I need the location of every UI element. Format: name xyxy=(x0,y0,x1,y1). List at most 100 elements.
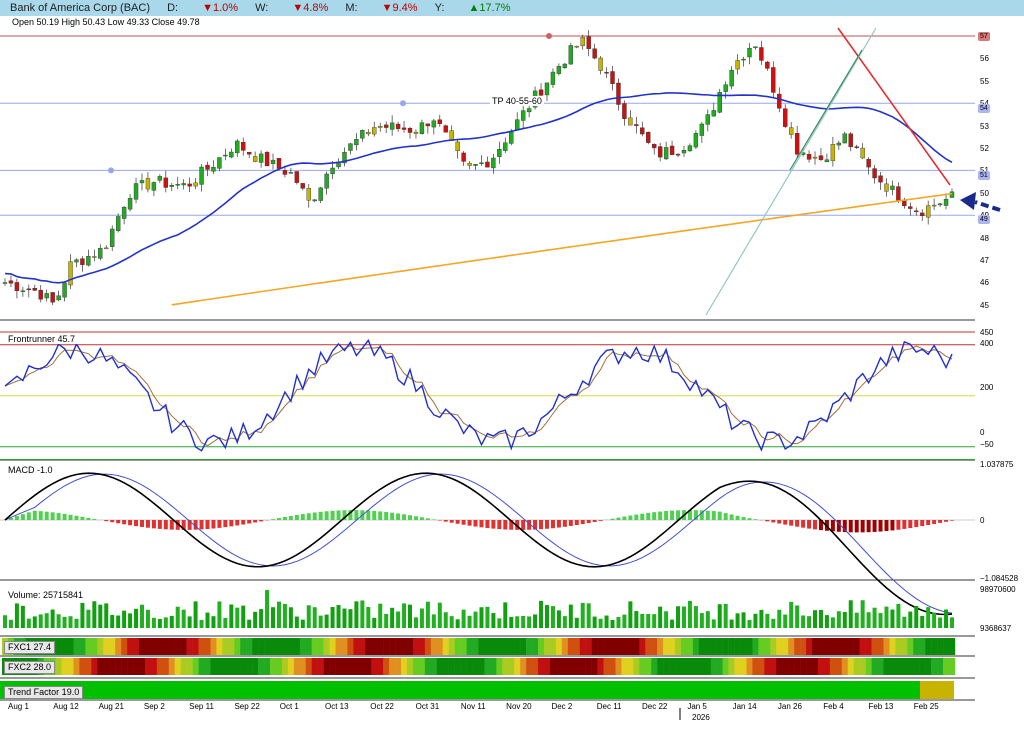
price-tick: 51 xyxy=(980,166,989,175)
candle-body xyxy=(74,259,79,263)
week-change: ▼4.8% xyxy=(292,2,329,14)
volume-bar xyxy=(616,617,621,628)
candle-body xyxy=(854,146,859,148)
fxc1-cell xyxy=(943,638,950,655)
fxc1-cell xyxy=(812,638,819,655)
volume-bar xyxy=(795,605,800,628)
fxc2-cell xyxy=(133,658,140,675)
fxc1-cell xyxy=(508,638,515,655)
fxc2-cell xyxy=(287,658,295,675)
candle-body xyxy=(139,180,145,184)
macd-histogram-bar xyxy=(580,520,585,525)
volume-bar xyxy=(687,600,692,628)
candle-body xyxy=(44,293,49,299)
fxc2-cell xyxy=(520,658,527,675)
candle-body xyxy=(455,141,460,152)
fxc1-cell xyxy=(311,638,318,655)
macd-histogram-bar xyxy=(735,515,740,520)
volume-bar xyxy=(544,605,549,628)
fxc2-cell xyxy=(639,658,646,675)
candle-body xyxy=(98,247,103,259)
volume-bar xyxy=(860,600,865,628)
candle-body xyxy=(753,46,758,48)
fxc1-cell xyxy=(287,638,295,655)
volume-bar xyxy=(902,616,907,628)
volume-bar xyxy=(211,616,216,628)
volume-bar xyxy=(783,614,788,628)
candle-body xyxy=(473,164,478,166)
date-tick: Sep 2 xyxy=(143,702,165,711)
fxc1-cell xyxy=(895,638,902,655)
candle-body xyxy=(56,295,61,301)
vol-tick-low: 9368637 xyxy=(980,624,1012,633)
fxc2-cell xyxy=(925,658,932,675)
fxc1-cell xyxy=(502,638,509,655)
fxc2-cell xyxy=(669,658,676,675)
fxc2-cell xyxy=(686,658,694,675)
candle-body xyxy=(634,124,639,127)
volume-bar xyxy=(306,605,311,628)
fxc2-cell xyxy=(347,658,354,675)
fxc1-cell xyxy=(770,638,777,655)
candle-body xyxy=(389,122,395,130)
macd-histogram-bar xyxy=(330,510,335,520)
candle-body xyxy=(735,60,740,70)
candle-body xyxy=(241,142,246,151)
candle-body xyxy=(127,197,133,210)
macd-histogram-bar xyxy=(741,517,746,520)
fxc1-cell xyxy=(949,638,956,655)
candle-body xyxy=(806,153,812,160)
candle-body xyxy=(80,258,85,265)
candle-body xyxy=(646,131,651,143)
volume-bar xyxy=(145,609,150,628)
candle-body xyxy=(538,89,544,96)
frontrunner-line xyxy=(4,338,953,452)
fxc2-cell xyxy=(275,658,283,675)
fxc2-cell xyxy=(621,658,628,675)
fxc1-cell xyxy=(514,638,521,655)
fxc1-cell xyxy=(168,638,175,655)
fxc2-cell xyxy=(847,658,854,675)
volume-bar xyxy=(312,607,317,628)
volume-bar xyxy=(187,616,192,628)
candle-body xyxy=(616,82,621,105)
macd-histogram-bar xyxy=(914,520,919,528)
macd-histogram-bar xyxy=(878,520,883,532)
fxc2-cell xyxy=(657,658,664,675)
price-tick: 55 xyxy=(980,76,989,86)
candle-body xyxy=(360,130,365,139)
uptrend-line-2 xyxy=(789,49,863,171)
candle-body xyxy=(729,70,734,87)
candle-body xyxy=(824,159,830,163)
candle-body xyxy=(794,133,800,155)
fxc1-cell xyxy=(401,638,408,655)
fxc2-cell xyxy=(835,658,843,675)
macd-histogram-bar xyxy=(550,520,555,529)
frontrunner-signal xyxy=(4,344,953,447)
macd-histogram-bar xyxy=(568,520,573,526)
year-change: ▲17.7% xyxy=(468,2,511,14)
fxc2-cell xyxy=(234,658,241,675)
fxc2-cell xyxy=(442,658,449,675)
volume-bar xyxy=(836,611,841,628)
date-tick: Nov 11 xyxy=(460,702,486,711)
fxc2-cell xyxy=(430,658,438,675)
volume-bar xyxy=(44,613,49,628)
fxc2-cell xyxy=(806,658,813,675)
volume-bar xyxy=(503,602,508,628)
candle-body xyxy=(878,175,883,183)
macd-histogram-bar xyxy=(699,510,704,520)
macd-histogram-bar xyxy=(890,520,895,531)
volume-bar xyxy=(86,609,91,628)
volume-bar xyxy=(372,617,377,628)
macd-histogram-bar xyxy=(449,520,454,523)
fxc1-cell xyxy=(335,638,342,655)
volume-bar xyxy=(14,603,19,628)
fxc2-cell xyxy=(526,658,533,675)
fxc2-cell xyxy=(549,658,557,675)
fxc2-cell xyxy=(794,658,801,675)
fxc1-cell xyxy=(585,638,592,655)
fxc1-cell xyxy=(442,638,449,655)
volume-bar xyxy=(360,600,365,628)
